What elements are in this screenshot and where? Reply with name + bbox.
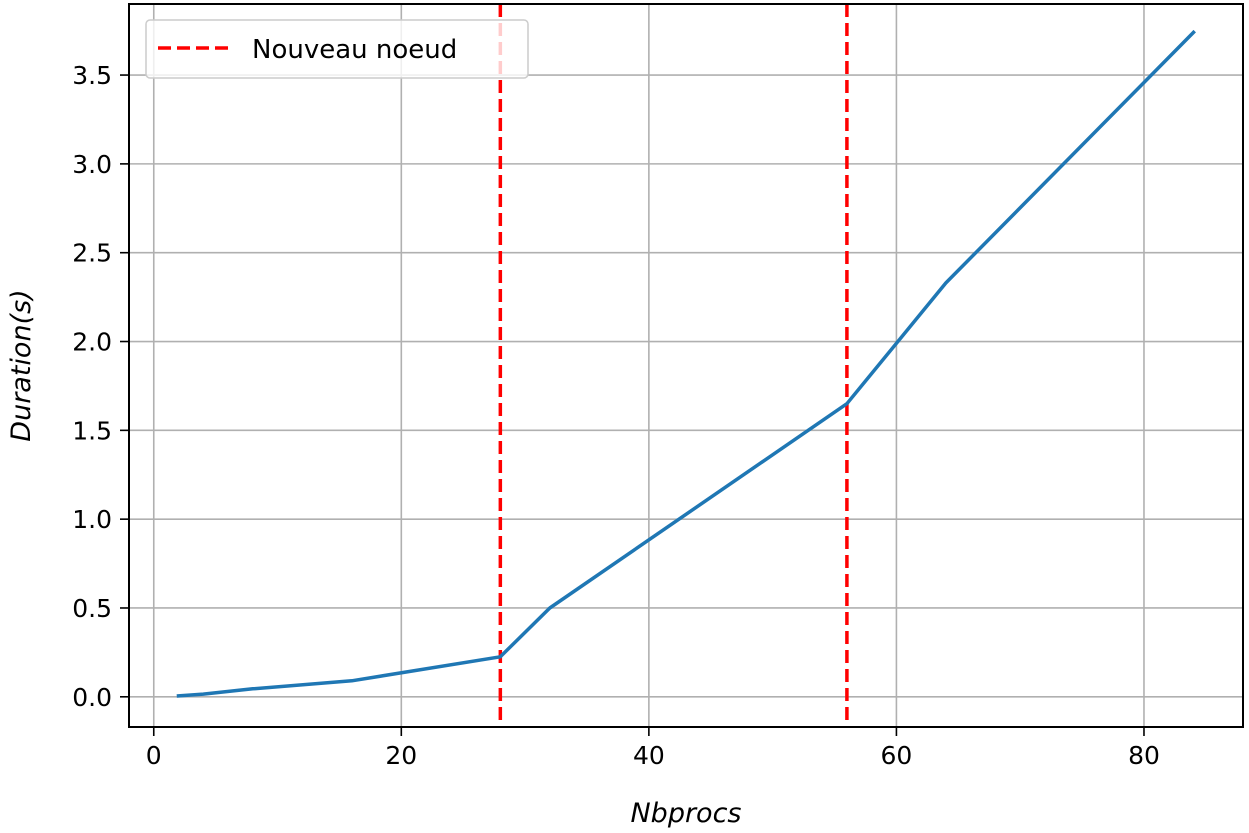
ticks (120, 74, 1145, 736)
x-axis-label: Nbprocs (630, 798, 741, 829)
tick-labels: 0 20 40 60 80 0.0 0.5 1.0 1.5 2.0 2.5 3.0 3.5 (72, 61, 1160, 770)
x-tick-label: 20 (385, 741, 417, 770)
x-tick-label: 60 (881, 741, 913, 770)
x-tick-label: 0 (146, 741, 162, 770)
vertical-markers (498, 4, 849, 727)
legend-label: Nouveau noeud (252, 35, 457, 65)
y-tick-label: 1.5 (72, 416, 112, 445)
grid (129, 4, 1243, 727)
y-tick-label: 3.0 (72, 150, 112, 179)
y-tick-label: 0.5 (72, 594, 112, 623)
legend-box (145, 19, 529, 79)
y-axis-label: Duration(s) (6, 289, 37, 441)
y-tick-label: 2.5 (72, 239, 112, 268)
x-tick-label: 80 (1128, 741, 1160, 770)
plot-frame (128, 3, 1244, 728)
y-tick-label: 0.0 (72, 683, 112, 712)
x-tick-label: 40 (633, 741, 665, 770)
y-tick-label: 3.5 (72, 61, 112, 90)
y-tick-label: 2.0 (72, 328, 112, 357)
series-layer (176, 29, 1196, 698)
y-tick-label: 1.0 (72, 505, 112, 534)
legend: Nouveau noeud (145, 19, 529, 79)
series-line (176, 29, 1196, 698)
